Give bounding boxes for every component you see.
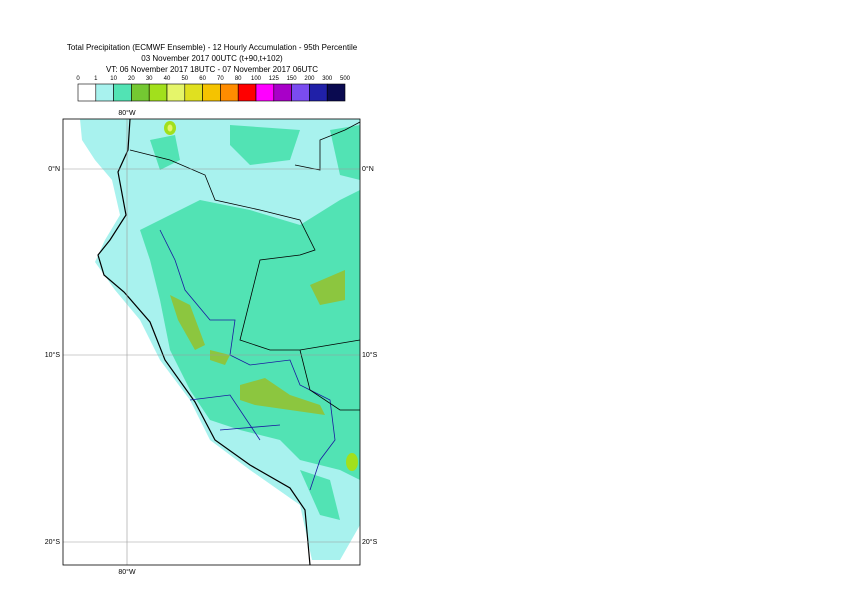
lat-label: 10°S [362,351,378,359]
graticule [63,119,360,565]
legend-swatch [237,83,257,102]
legend-label: 60 [199,76,206,82]
legend-swatch [131,83,150,102]
legend-swatch [166,83,186,102]
title-line: Total Precipitation (ECMWF Ensemble) - 1… [67,43,358,52]
lon-label: 80°W [118,109,136,117]
coastline [97,119,360,565]
legend-label: 10 [110,76,117,82]
legend-label: 30 [146,76,153,82]
lat-label: 20°S [362,538,378,546]
legend-label: 70 [217,76,224,82]
legend-swatch [95,83,114,102]
legend-swatch [77,83,97,102]
legend-label: 0 [76,76,80,82]
legend-label: 100 [251,76,262,82]
legend-swatch [326,83,346,102]
legend-label: 50 [181,76,188,82]
legend-label: 300 [322,76,333,82]
map: 80°W 80°W 0°N 0°N 10°S 10°S 20°S 20°S [45,109,378,576]
legend-label: 125 [269,76,280,82]
legend-swatch [255,83,275,102]
legend-label: 20 [128,76,135,82]
lat-label: 10°S [45,351,61,359]
legend-swatch [202,83,221,102]
legend-label: 1 [94,76,98,82]
legend-label: 40 [164,76,171,82]
legend-swatch [273,83,292,102]
lat-label: 20°S [45,538,61,546]
legend-swatch [184,83,203,102]
lon-label: 80°W [118,568,136,576]
legend-swatch [220,83,239,102]
legend-label: 200 [304,76,315,82]
legend-swatch [148,83,168,102]
lat-label: 0°N [362,165,374,173]
lat-label: 0°N [48,165,60,173]
legend-swatch [309,83,328,102]
legend-label: 150 [287,76,298,82]
precip-field [80,119,360,560]
legend-swatch [113,83,132,102]
legend-swatch [291,83,310,102]
legend-label: 500 [340,76,351,82]
title-line: 03 November 2017 00UTC (t+90,t+102) [141,54,283,63]
legend-label: 80 [235,76,242,82]
title-line: VT: 06 November 2017 18UTC - 07 November… [106,65,318,74]
legend: 0 1 10 20 30 40 50 60 70 80 100 125 150 200 300 500 [76,76,351,102]
